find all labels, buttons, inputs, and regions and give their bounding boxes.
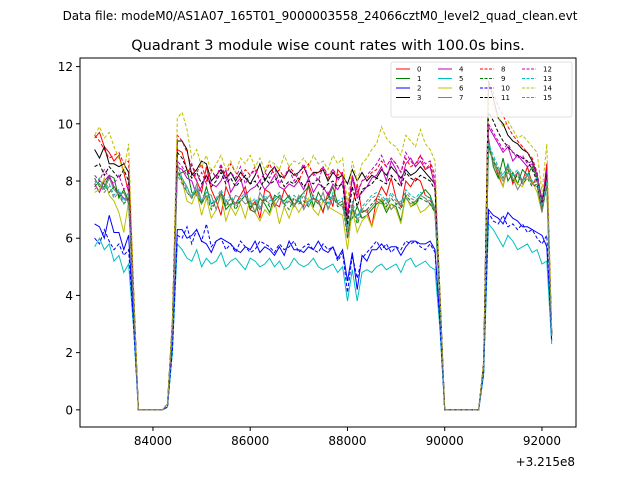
- y-tick-label: 10: [58, 117, 73, 131]
- y-tick-label: 2: [65, 346, 73, 360]
- x-tick-label: 88000: [328, 434, 366, 448]
- legend-box: [390, 61, 573, 118]
- legend-label: 9: [501, 75, 505, 83]
- legend-label: 5: [459, 75, 463, 83]
- legend-label: 2: [417, 85, 421, 93]
- x-tick-label: 92000: [523, 434, 561, 448]
- legend-label: 10: [501, 85, 510, 93]
- x-offset-label: +3.215e8: [516, 455, 575, 469]
- legend-label: 4: [459, 66, 464, 74]
- legend-label: 3: [417, 94, 421, 102]
- legend-label: 15: [543, 94, 552, 102]
- legend-label: 11: [501, 94, 510, 102]
- y-tick-label: 6: [65, 232, 73, 246]
- y-axis: 0 2 4 6 8 10 12: [58, 60, 80, 417]
- legend-label: 6: [459, 85, 464, 93]
- y-tick-label: 8: [65, 175, 73, 189]
- figure-suptitle: Data file: modeM0/AS1A07_165T01_90000035…: [63, 9, 578, 23]
- chart-title: Quadrant 3 module wise count rates with …: [131, 38, 525, 54]
- x-tick-label: 84000: [134, 434, 172, 448]
- y-tick-label: 4: [65, 289, 73, 303]
- legend-label: 7: [459, 94, 463, 102]
- legend-label: 14: [543, 85, 552, 93]
- x-axis: 84000 86000 88000 90000 92000: [134, 427, 561, 448]
- plot-area: [94, 80, 553, 411]
- series-line-5: [94, 222, 553, 411]
- y-tick-label: 0: [65, 403, 73, 417]
- legend-label: 0: [417, 66, 421, 74]
- x-tick-label: 86000: [231, 434, 269, 448]
- series-line-10: [94, 210, 553, 411]
- legend-label: 13: [543, 75, 552, 83]
- y-tick-label: 12: [58, 60, 73, 74]
- legend-label: 12: [543, 66, 552, 74]
- legend-label: 1: [417, 75, 421, 83]
- axes-frame: [79, 57, 577, 428]
- legend-label: 8: [501, 66, 505, 74]
- x-tick-label: 90000: [426, 434, 464, 448]
- series-line-11: [94, 110, 553, 411]
- series-line-15: [94, 147, 553, 411]
- series-line-14: [94, 96, 553, 411]
